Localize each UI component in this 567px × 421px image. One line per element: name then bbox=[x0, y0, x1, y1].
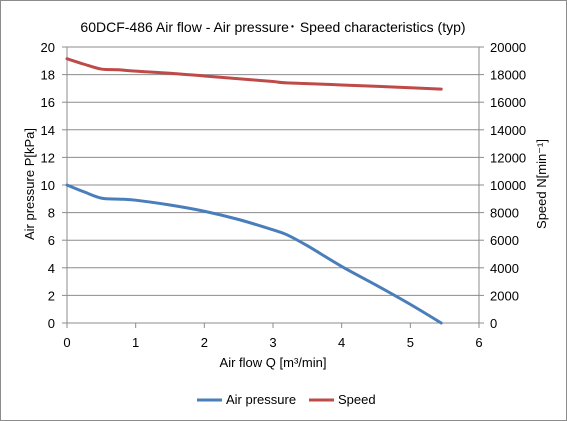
y-right-tick-label: 20000 bbox=[490, 40, 526, 55]
y-left-tick-label: 10 bbox=[41, 178, 55, 193]
y-left-tick-label: 4 bbox=[48, 261, 55, 276]
series-line-air-pressure bbox=[65, 183, 443, 325]
x-tick-label: 2 bbox=[201, 335, 208, 350]
x-tick-label: 1 bbox=[132, 335, 139, 350]
y-right-tick-label: 12000 bbox=[490, 150, 526, 165]
series-lines bbox=[65, 57, 443, 325]
y-left-tick-label: 18 bbox=[41, 68, 55, 83]
x-tick-label: 0 bbox=[63, 335, 70, 350]
y-right-tick-label: 6000 bbox=[490, 233, 519, 248]
y-left-tick-label: 16 bbox=[41, 95, 55, 110]
y-left-ticks: 0 2 4 6 8 10 12 14 16 18 20 bbox=[41, 40, 67, 331]
y-right-tick-label: 2000 bbox=[490, 288, 519, 303]
chart-title: 60DCF-486 Air flow - Air pressure･ Speed… bbox=[80, 19, 465, 35]
y-left-tick-label: 8 bbox=[48, 206, 55, 221]
y-left-axis-label: Air pressure P[kPa] bbox=[22, 128, 37, 240]
y-right-tick-label: 0 bbox=[490, 316, 497, 331]
y-right-tick-label: 16000 bbox=[490, 95, 526, 110]
y-left-tick-label: 0 bbox=[48, 316, 55, 331]
x-tick-label: 3 bbox=[269, 335, 276, 350]
y-right-tick-label: 8000 bbox=[490, 206, 519, 221]
y-left-tick-label: 6 bbox=[48, 233, 55, 248]
y-right-tick-label: 18000 bbox=[490, 68, 526, 83]
x-tick-label: 4 bbox=[338, 335, 345, 350]
legend-label-air-pressure: Air pressure bbox=[226, 392, 296, 407]
y-right-tick-label: 10000 bbox=[490, 178, 526, 193]
y-left-tick-label: 20 bbox=[41, 40, 55, 55]
legend-label-speed: Speed bbox=[338, 392, 376, 407]
y-right-tick-label: 4000 bbox=[490, 261, 519, 276]
y-right-ticks: 0 2000 4000 6000 8000 10000 12000 14000 16000 180… bbox=[479, 40, 526, 331]
gridlines bbox=[67, 46, 479, 296]
y-left-tick-label: 12 bbox=[41, 150, 55, 165]
x-ticks: 0 1 2 3 4 5 6 bbox=[63, 323, 483, 350]
x-tick-label: 6 bbox=[475, 335, 482, 350]
series-line-speed bbox=[65, 57, 443, 91]
legend: Air pressure Speed bbox=[197, 392, 376, 407]
y-right-tick-label: 14000 bbox=[490, 123, 526, 138]
y-left-tick-label: 2 bbox=[48, 288, 55, 303]
x-tick-label: 5 bbox=[407, 335, 414, 350]
x-axis-label: Air flow Q [m³/min] bbox=[220, 355, 327, 370]
y-left-tick-label: 14 bbox=[41, 123, 55, 138]
y-right-axis-label: Speed N[min⁻¹] bbox=[534, 139, 549, 229]
